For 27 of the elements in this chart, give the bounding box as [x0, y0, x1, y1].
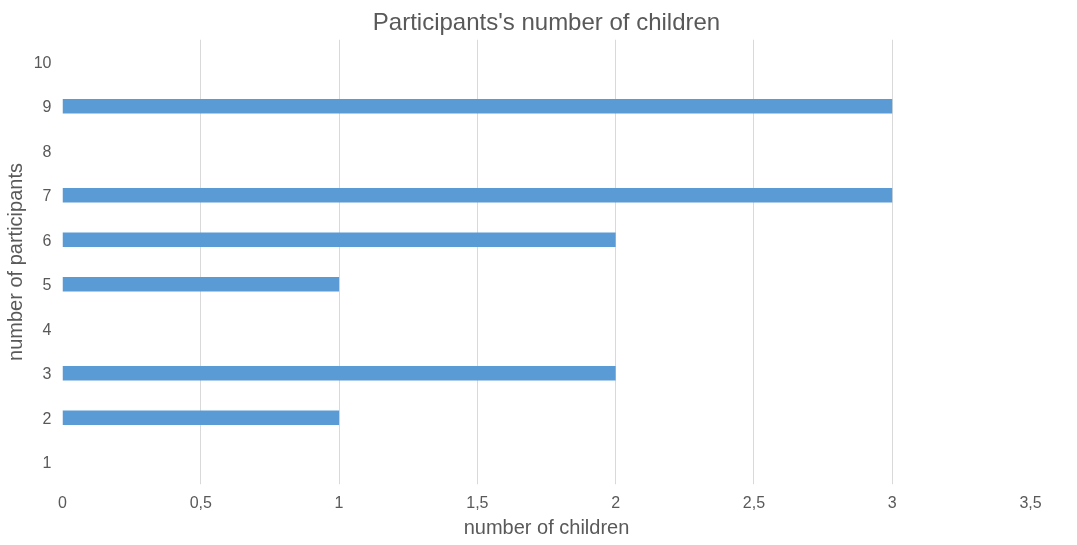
x-tick-label: 3 — [887, 493, 897, 511]
x-tick-label: 2 — [611, 493, 621, 511]
x-tick-label: 0,5 — [189, 493, 213, 511]
y-tick-label: 10 — [33, 53, 52, 71]
x-tick-label: 2,5 — [742, 493, 766, 511]
bar — [62, 276, 340, 292]
x-axis-title: number of children — [463, 515, 630, 538]
y-tick-label: 8 — [42, 142, 52, 160]
bar — [62, 410, 340, 426]
y-tick-label: 3 — [42, 365, 52, 383]
y-tick-label: 2 — [42, 409, 52, 427]
bar — [62, 187, 893, 203]
x-tick-label: 1 — [334, 493, 344, 511]
x-tick-label: 3,5 — [1019, 493, 1042, 511]
y-tick-label: 1 — [42, 454, 52, 472]
chart-title: Participants's number of children — [372, 7, 721, 35]
bar — [62, 98, 893, 114]
x-tick-label: 1,5 — [466, 493, 489, 511]
bar — [62, 232, 616, 248]
x-tick-label: 0 — [58, 493, 68, 511]
y-tick-label: 4 — [42, 320, 52, 338]
bar — [62, 365, 616, 381]
y-tick-label: 7 — [42, 187, 52, 205]
y-tick-label: 9 — [42, 98, 52, 116]
y-tick-label: 5 — [42, 276, 52, 294]
y-axis-title: number of participants — [3, 163, 26, 361]
y-tick-label: 6 — [42, 231, 52, 249]
